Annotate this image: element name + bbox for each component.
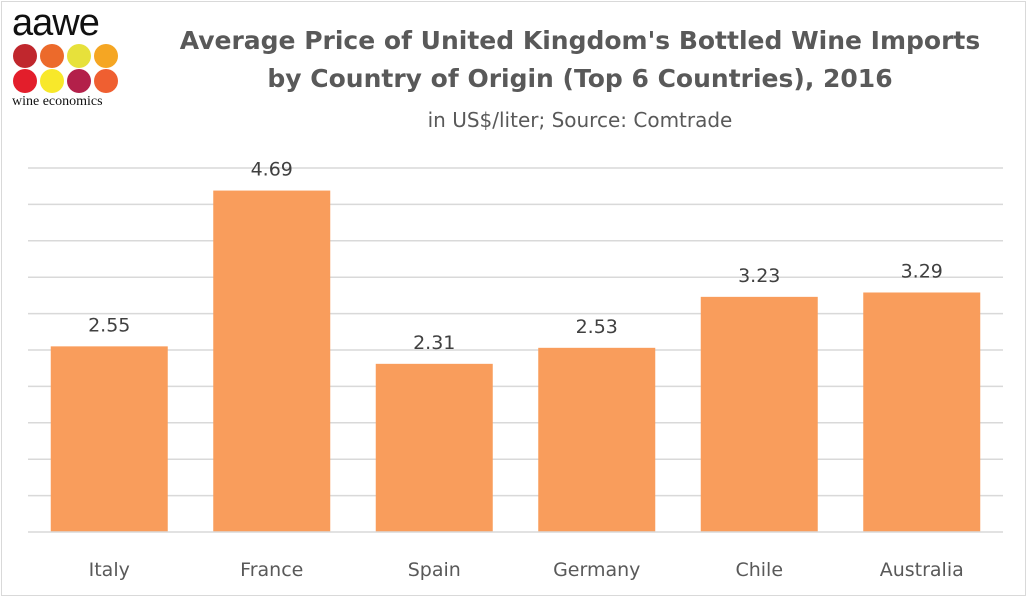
logo-dot bbox=[67, 44, 91, 68]
category-label: Germany bbox=[553, 559, 640, 581]
logo-dot bbox=[13, 69, 37, 93]
category-label: Spain bbox=[408, 559, 461, 581]
bar-chile bbox=[700, 296, 818, 532]
category-label: France bbox=[240, 559, 303, 581]
logo-dot bbox=[94, 44, 118, 68]
category-label: Australia bbox=[880, 559, 964, 581]
logo-dot bbox=[40, 69, 64, 93]
logo-tagline: wine economics bbox=[12, 94, 103, 109]
chart-subtitle: in US$/liter; Source: Comtrade bbox=[427, 108, 733, 132]
logo-dots bbox=[13, 44, 120, 93]
chart-title-line2: by Country of Origin (Top 6 Countries), … bbox=[267, 64, 893, 93]
bar-germany bbox=[538, 347, 656, 532]
category-label: Chile bbox=[735, 559, 783, 581]
logo-wordmark: aawe bbox=[12, 2, 100, 44]
data-label: 3.29 bbox=[901, 260, 943, 282]
logo-dot bbox=[40, 44, 64, 68]
bar-italy bbox=[50, 346, 168, 532]
data-label: 2.55 bbox=[88, 314, 130, 336]
aawe-logo: aawe wine economics bbox=[8, 2, 120, 110]
data-label: 2.53 bbox=[576, 316, 618, 338]
category-label: Italy bbox=[89, 559, 130, 581]
logo-dot bbox=[13, 44, 37, 68]
logo-dot bbox=[67, 69, 91, 93]
bar-spain bbox=[375, 363, 493, 532]
chart-title-line1: Average Price of United Kingdom's Bottle… bbox=[179, 26, 981, 55]
bar-france bbox=[213, 190, 331, 532]
bar-australia bbox=[863, 292, 981, 532]
data-label: 4.69 bbox=[251, 159, 293, 181]
data-label: 3.23 bbox=[738, 265, 780, 287]
data-label: 2.31 bbox=[413, 332, 455, 354]
logo-dot bbox=[94, 69, 118, 93]
